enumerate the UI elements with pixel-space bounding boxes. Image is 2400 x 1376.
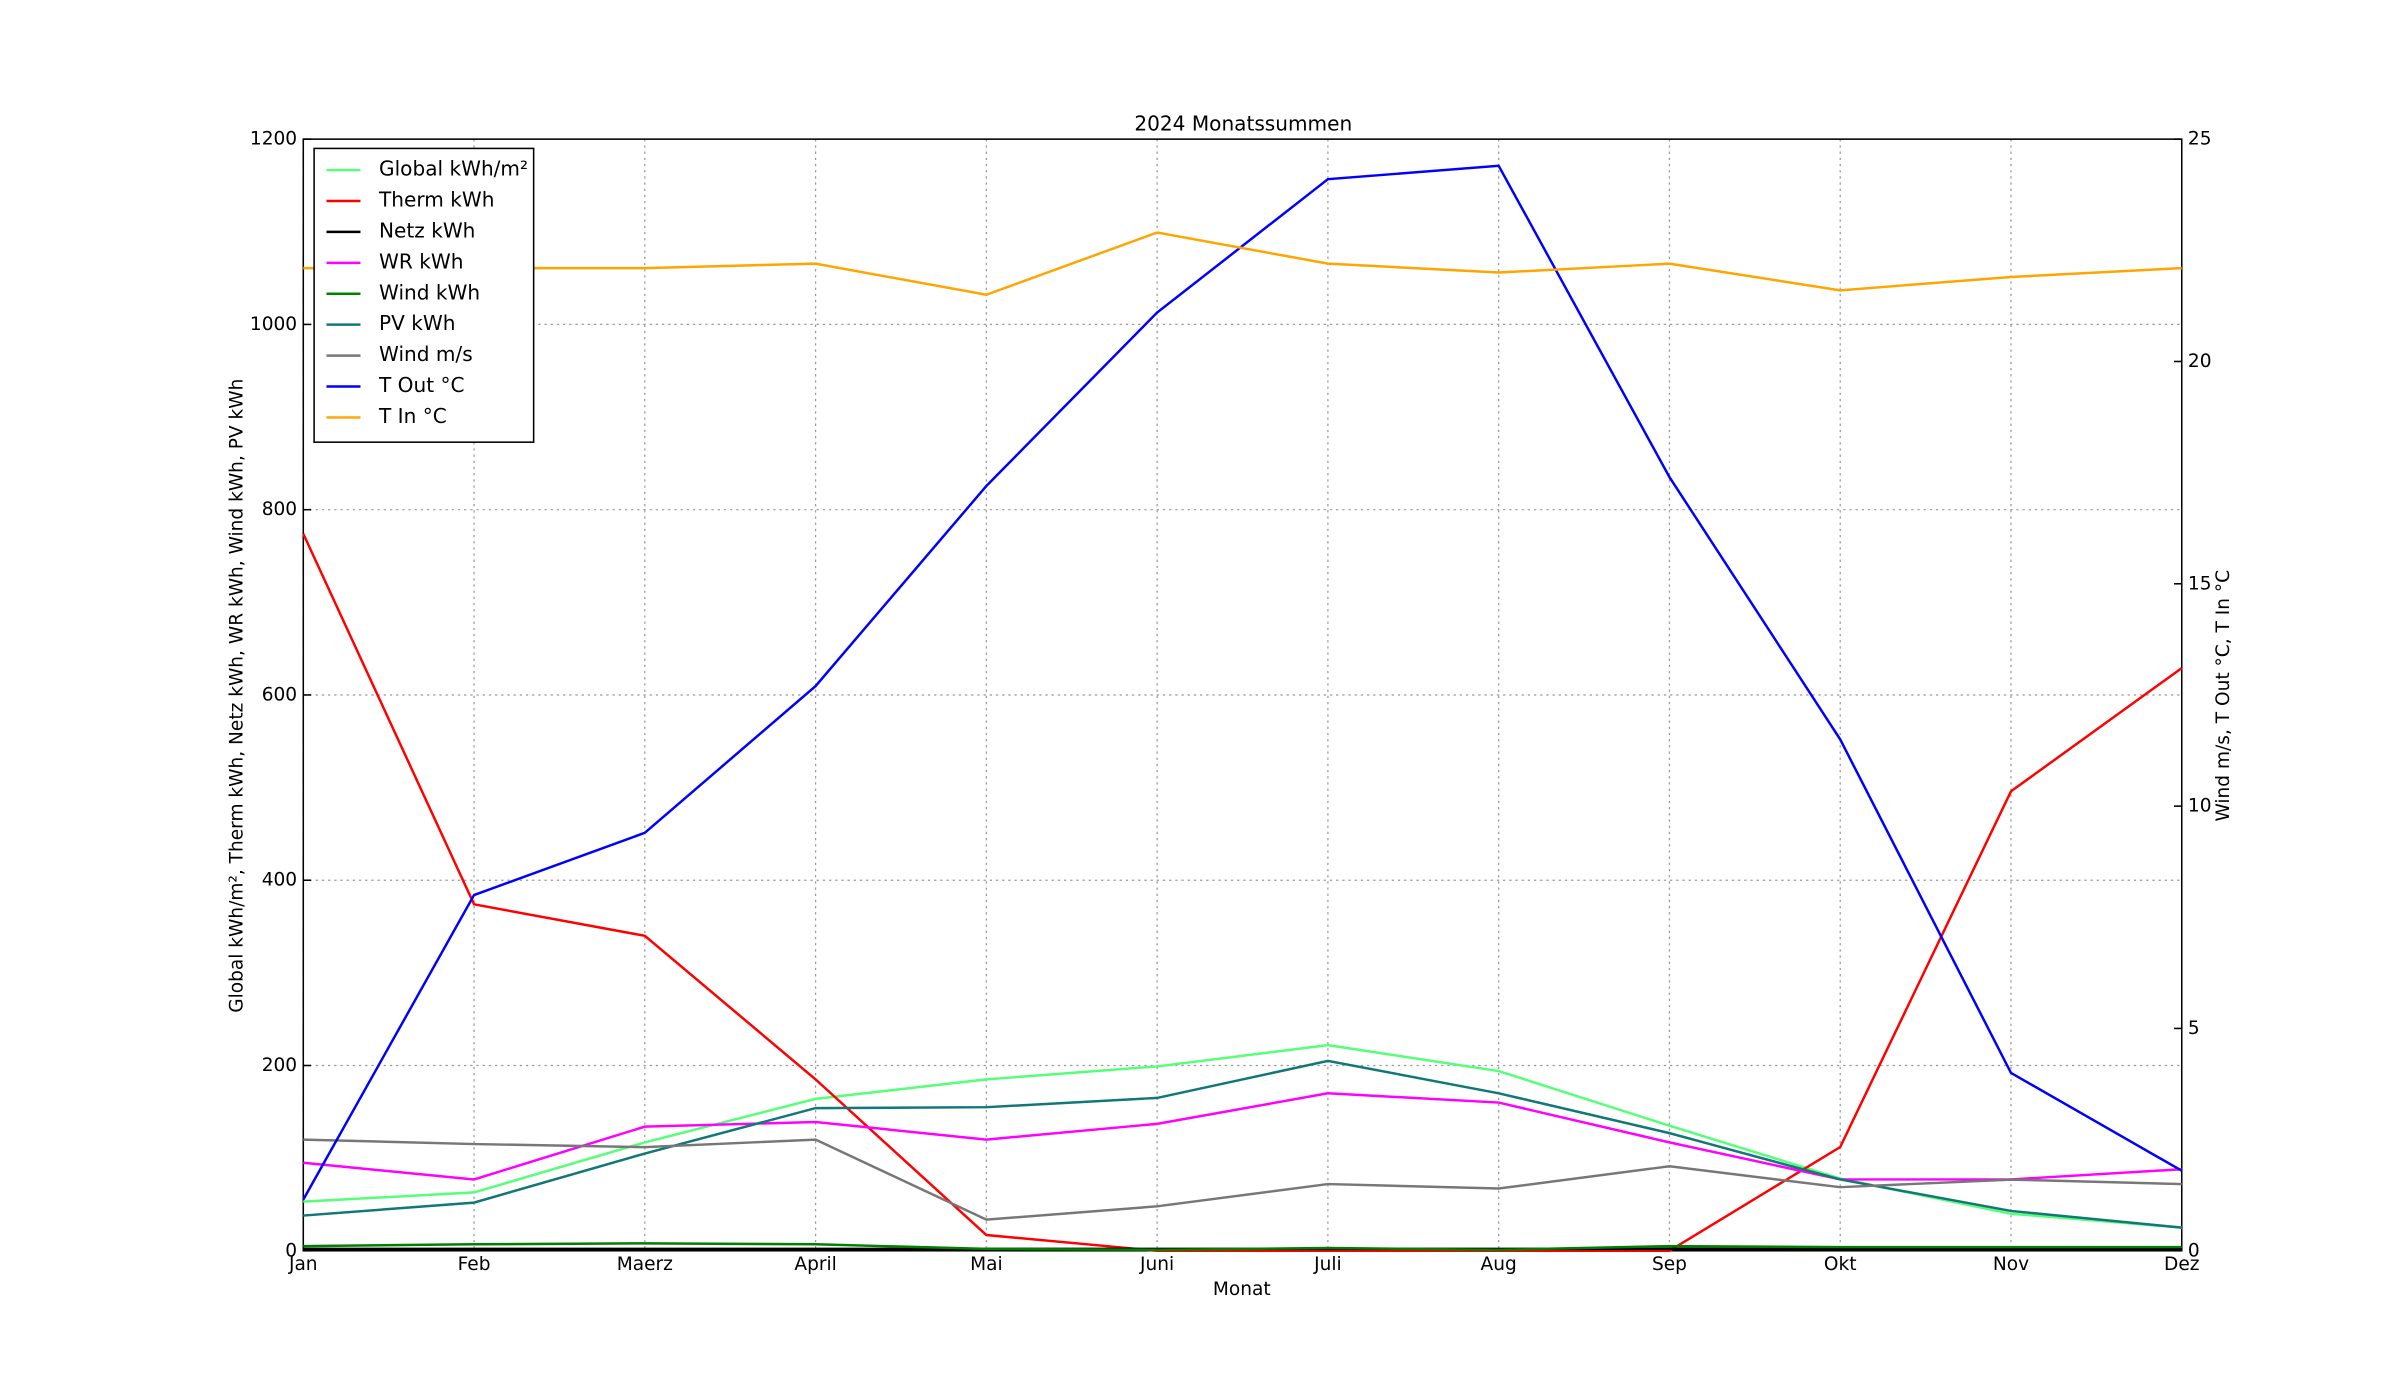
x-tick-label: Aug: [1481, 1254, 1517, 1275]
legend-label: Netz kWh: [379, 218, 475, 242]
legend-label: Wind m/s: [379, 342, 473, 366]
series-line: [302, 533, 2183, 1253]
y-tick-label: 400: [262, 870, 297, 891]
chart-title: 2024 Monatssummen: [1134, 112, 1352, 136]
y-axis-label: Global kWh/m², Therm kWh, Netz kWh, WR k…: [226, 379, 247, 1013]
x-tick-label: Feb: [458, 1254, 491, 1275]
y-tick-label: 200: [262, 1055, 297, 1076]
y2-tick-label: 25: [2188, 129, 2212, 150]
legend-label: T In °C: [378, 404, 447, 428]
y2-tick-label: 0: [2188, 1240, 2200, 1261]
x-tick-label: Nov: [1993, 1254, 2029, 1275]
x-tick-label: Mai: [970, 1254, 1003, 1275]
series-line: [303, 1043, 2182, 1229]
x-tick-label: April: [794, 1254, 836, 1275]
series-line: [303, 1138, 2182, 1221]
y-tick-label: 1200: [250, 129, 297, 150]
x-tick-label: Jan: [288, 1254, 318, 1275]
x-tick-label: Maerz: [617, 1254, 673, 1275]
y-tick-label: 1000: [250, 314, 297, 335]
legend-box: [313, 147, 535, 443]
y2-tick-label: 15: [2188, 573, 2212, 594]
x-tick-label: Dez: [2164, 1254, 2199, 1275]
x-tick-label: Juni: [1139, 1254, 1174, 1275]
y2-tick-label: 5: [2188, 1018, 2200, 1039]
series-line: [303, 231, 2182, 297]
legend-label: Wind kWh: [379, 280, 480, 304]
y-tick-label: 0: [285, 1240, 297, 1261]
x-tick-label: Okt: [1824, 1254, 1857, 1275]
legend-label: Therm kWh: [378, 187, 494, 211]
series-line: [303, 1092, 2182, 1181]
y2-tick-label: 20: [2188, 351, 2212, 372]
x-tick-label: Juli: [1313, 1254, 1342, 1275]
x-axis-label: Monat: [1213, 1279, 1271, 1300]
legend-label: T Out °C: [378, 373, 465, 397]
legend-label: Global kWh/m²: [379, 157, 528, 181]
series-line: [303, 1242, 2182, 1252]
series-line: [302, 164, 2183, 1201]
y2-tick-label: 10: [2188, 796, 2212, 817]
x-tick-label: Sep: [1652, 1254, 1687, 1275]
legend-label: PV kWh: [379, 311, 455, 335]
y-tick-label: 600: [262, 684, 297, 705]
y-tick-label: 800: [262, 499, 297, 520]
legend-label: WR kWh: [379, 249, 463, 273]
y2-axis-label: Wind m/s, T Out °C, T In °C: [2213, 570, 2234, 822]
